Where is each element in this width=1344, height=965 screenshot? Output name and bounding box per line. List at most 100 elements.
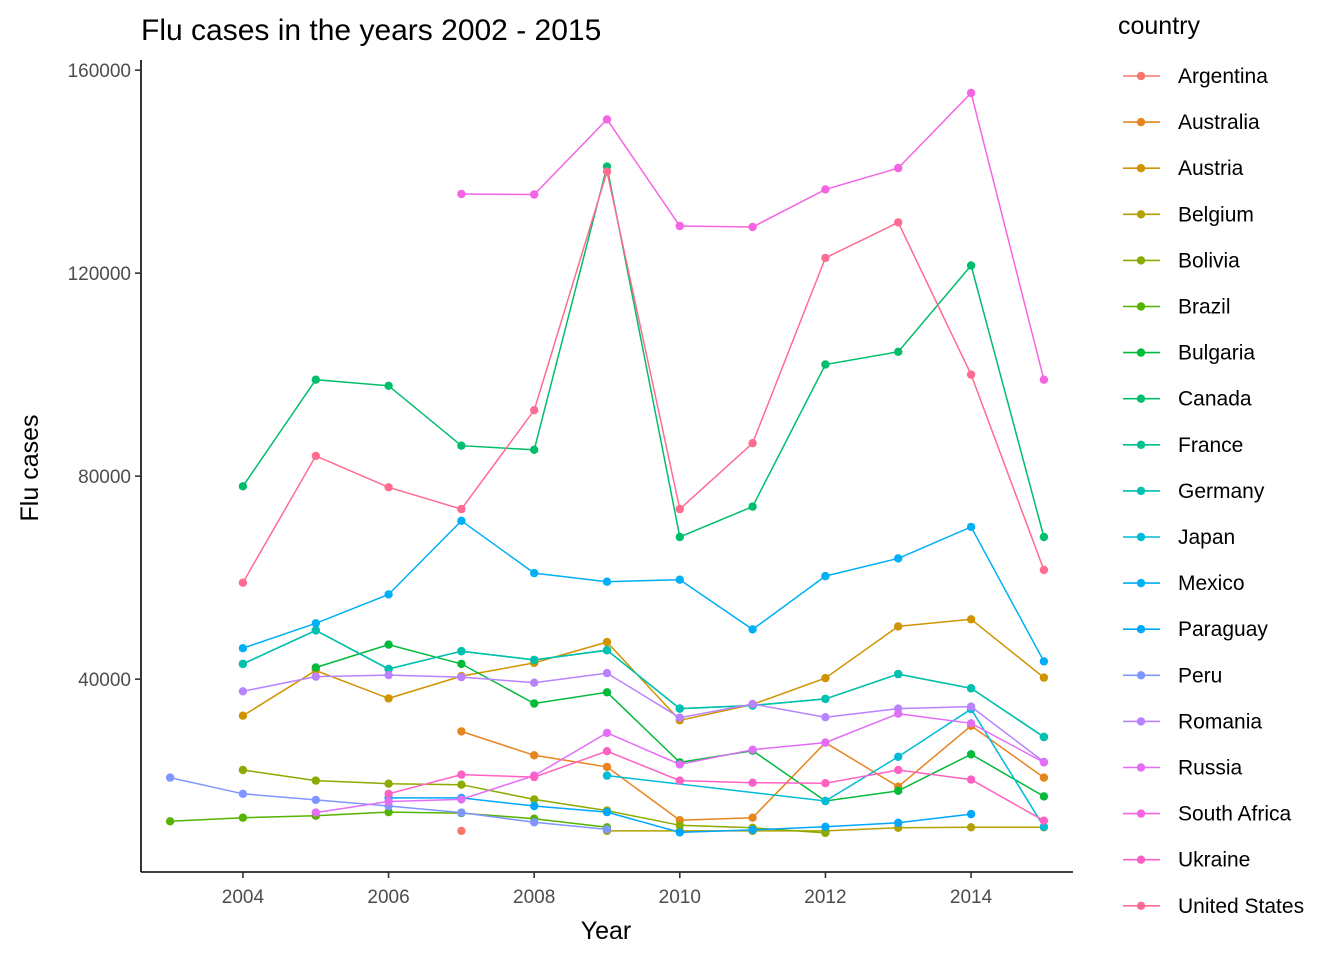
data-point-paraguay — [894, 818, 903, 827]
data-point-brazil — [165, 817, 175, 826]
data-point-romania — [966, 702, 976, 711]
data-point-ukraine — [457, 770, 466, 779]
data-point-bolivia — [530, 795, 539, 804]
series-line-united-states — [242, 168, 1045, 584]
data-point-russia — [602, 728, 612, 738]
series-france — [238, 626, 1049, 742]
data-point-japan — [821, 796, 830, 806]
data-point-south-africa — [966, 88, 976, 98]
legend-key-point — [1136, 671, 1146, 680]
legend-key-point — [1136, 625, 1146, 634]
data-point-paraguay — [602, 807, 612, 817]
legend: country Argentina Australia Austria Belgium… — [1118, 12, 1304, 918]
legend-item-austria: Austria — [1123, 157, 1244, 180]
data-point-germany — [821, 694, 830, 704]
legend-key-point — [1136, 901, 1146, 910]
data-point-australia — [530, 751, 539, 760]
data-point-bulgaria — [384, 640, 393, 649]
data-point-peru — [530, 818, 539, 827]
legend-label: Canada — [1178, 388, 1252, 411]
data-point-canada — [530, 445, 539, 454]
data-point-paraguay — [530, 801, 539, 811]
legend-key-point — [1136, 348, 1146, 357]
legend-item-peru: Peru — [1123, 664, 1222, 687]
data-point-united-states — [894, 218, 903, 227]
series-argentina — [457, 826, 466, 836]
x-tick-label: 2010 — [659, 887, 701, 908]
data-point-australia — [748, 813, 757, 822]
data-point-ukraine — [821, 779, 830, 788]
data-point-mexico — [238, 644, 248, 653]
chart-title: Flu cases in the years 2002 - 2015 — [141, 14, 601, 47]
data-point-bulgaria — [311, 663, 320, 672]
data-point-russia — [1039, 758, 1049, 767]
data-point-mexico — [530, 568, 539, 578]
legend-key-point — [1136, 256, 1146, 265]
data-point-austria — [821, 673, 830, 683]
series-russia — [311, 709, 1049, 817]
data-point-russia — [966, 719, 976, 728]
legend-label: Japan — [1178, 526, 1235, 549]
data-point-ukraine — [966, 775, 976, 784]
data-point-russia — [384, 797, 393, 806]
y-tick-label: 80000 — [78, 467, 131, 488]
y-tick-label: 160000 — [68, 61, 131, 82]
legend-item-japan: Japan — [1123, 526, 1235, 549]
legend-label: Belgium — [1178, 203, 1254, 226]
data-point-germany — [966, 684, 976, 693]
data-point-brazil — [238, 813, 248, 822]
data-point-russia — [748, 745, 757, 754]
data-point-paraguay — [966, 809, 976, 819]
data-point-peru — [457, 808, 466, 817]
series-germany — [238, 626, 1049, 742]
legend-item-brazil: Brazil — [1123, 296, 1231, 319]
data-point-canada — [238, 482, 248, 491]
data-point-bolivia — [457, 780, 466, 789]
data-point-bolivia — [311, 776, 320, 785]
data-point-russia — [457, 795, 466, 804]
data-point-argentina — [457, 826, 466, 836]
series-brazil — [165, 807, 612, 832]
data-point-united-states — [675, 504, 684, 514]
legend-title: country — [1118, 12, 1200, 40]
data-point-germany — [384, 664, 393, 674]
legend-label: Mexico — [1178, 572, 1245, 595]
data-point-canada — [966, 261, 976, 270]
legend-label: Argentina — [1178, 65, 1268, 88]
legend-label: Bolivia — [1178, 249, 1240, 272]
legend-item-bolivia: Bolivia — [1123, 249, 1240, 272]
legend-label: South Africa — [1178, 803, 1292, 826]
series-canada — [238, 162, 1049, 542]
data-point-mexico — [675, 575, 684, 584]
legend-item-ukraine: Ukraine — [1123, 849, 1250, 872]
data-point-ukraine — [384, 789, 393, 798]
data-point-united-states — [384, 483, 393, 492]
data-point-bulgaria — [1039, 792, 1049, 801]
series-line-mexico — [242, 519, 1045, 662]
legend-item-south-africa: South Africa — [1123, 803, 1292, 826]
data-point-mexico — [1039, 657, 1049, 666]
data-point-south-africa — [894, 163, 903, 173]
legend-key-point — [1136, 440, 1146, 449]
data-point-south-africa — [530, 190, 539, 199]
x-tick-label: 2004 — [222, 887, 265, 908]
data-point-canada — [748, 502, 757, 511]
legend-label: Paraguay — [1178, 618, 1268, 641]
legend-label: Romania — [1178, 710, 1262, 733]
data-point-south-africa — [748, 222, 757, 232]
series-united-states — [238, 167, 1049, 587]
series-line-austria — [242, 618, 1045, 722]
series-paraguay — [384, 793, 976, 837]
data-point-mexico — [602, 577, 612, 586]
data-point-ukraine — [530, 772, 539, 782]
data-point-united-states — [821, 253, 830, 263]
data-point-romania — [602, 668, 612, 678]
data-point-peru — [238, 789, 248, 798]
series-line-ukraine — [388, 750, 1045, 822]
data-point-ukraine — [602, 747, 612, 756]
y-tick-label: 40000 — [78, 670, 131, 691]
series-line-south-africa — [461, 91, 1045, 380]
data-point-germany — [675, 704, 684, 713]
data-point-united-states — [1039, 565, 1049, 575]
